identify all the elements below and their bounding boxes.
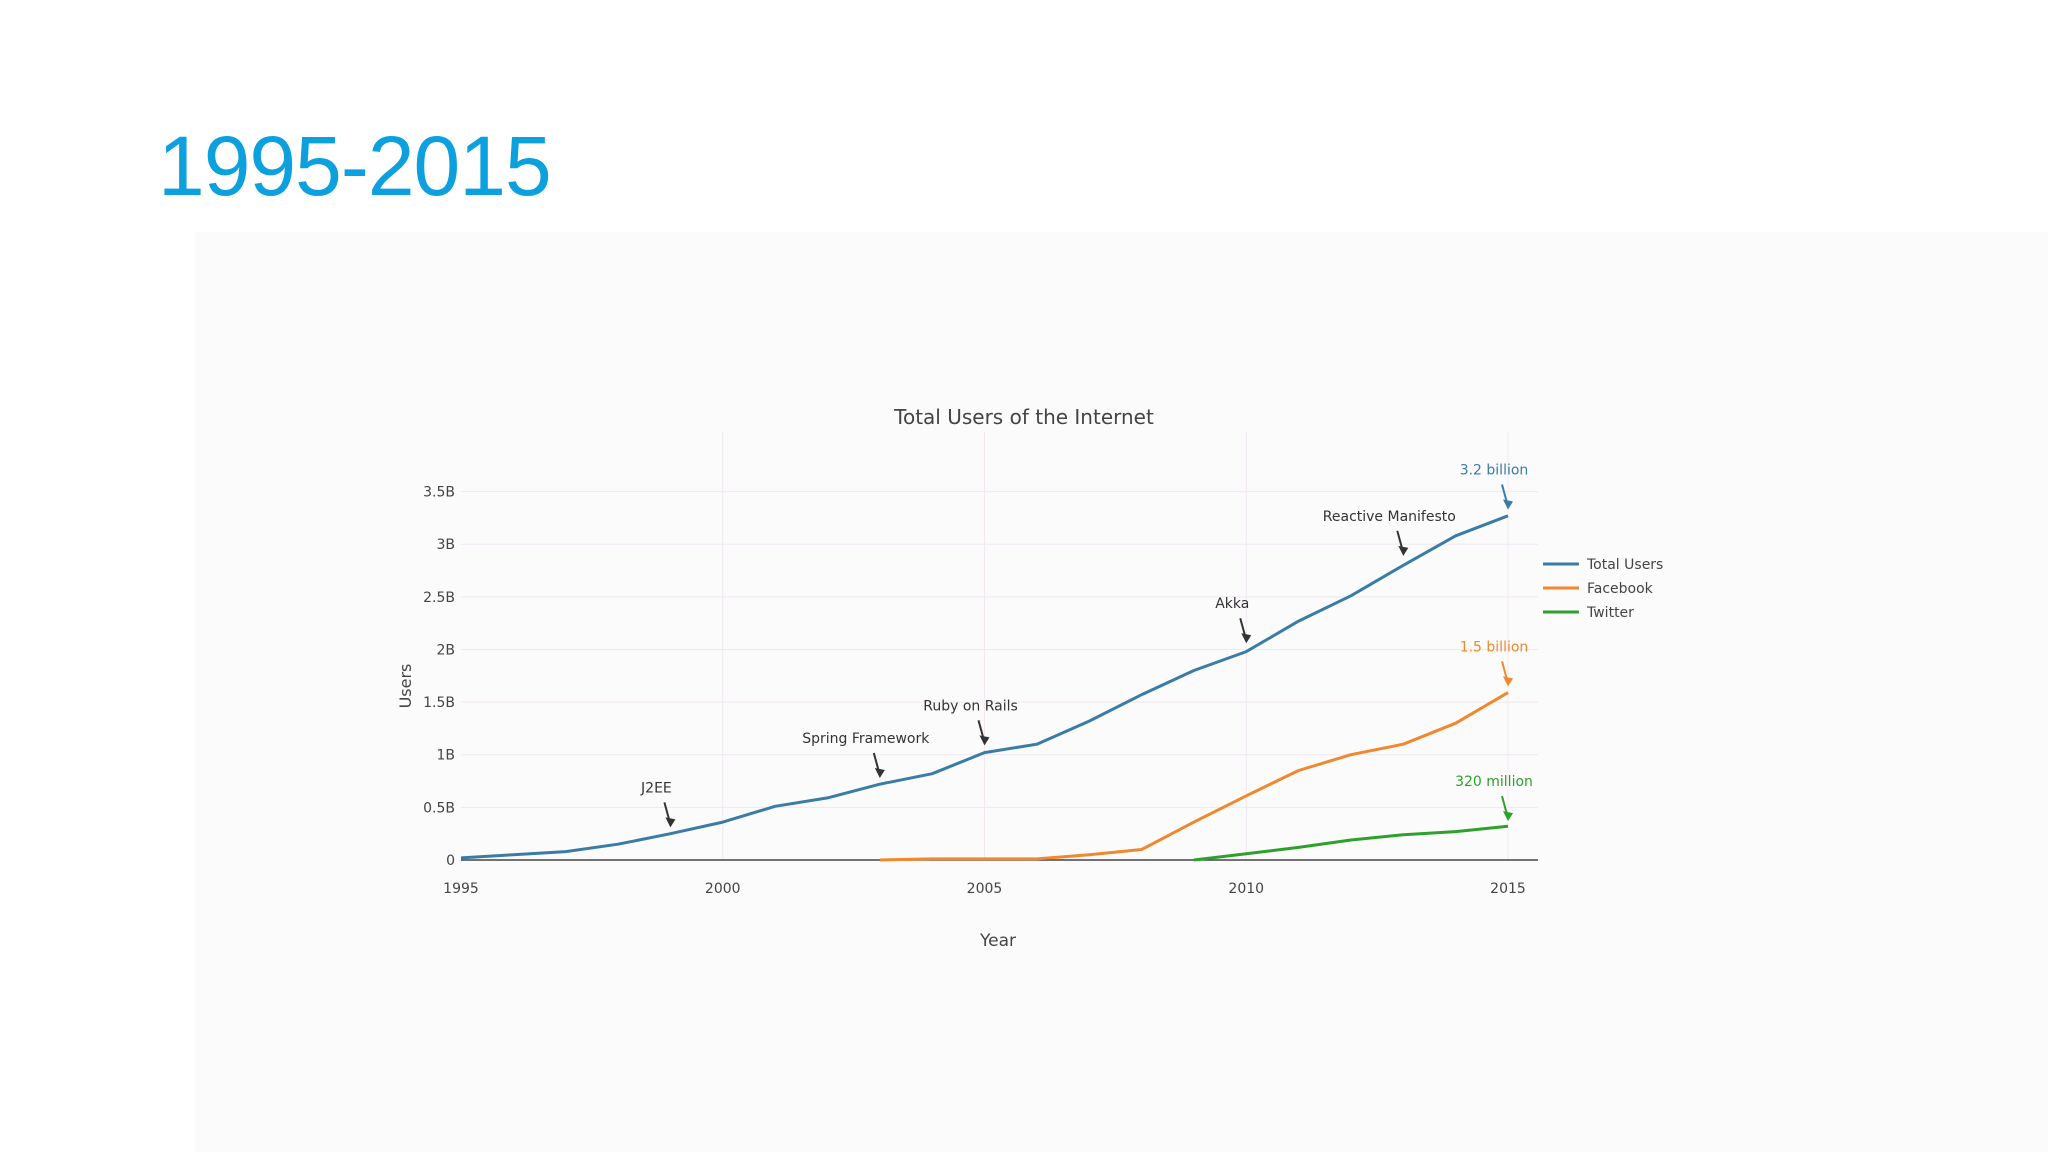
annotation-arrowhead: [1398, 545, 1409, 556]
annotation-label: 1.5 billion: [1460, 639, 1529, 655]
y-tick-label: 0.5B: [423, 800, 455, 816]
grid: [461, 432, 1538, 860]
annotation-label: Akka: [1215, 596, 1249, 612]
annotation-label: Ruby on Rails: [923, 698, 1018, 714]
legend-label: Twitter: [1586, 605, 1634, 621]
axes: 0 0.5B 1B 1.5B 2B 2.5B 3B 3.5B 1995 2000 2005 2010 2…: [423, 485, 1538, 897]
annotations: J2EE Spring Framework Ruby on Rails Akka Rea…: [640, 463, 1533, 828]
y-tick-label: 3.5B: [423, 485, 455, 501]
line-chart: Total Users of the Internet Year Users 0…: [396, 405, 1663, 951]
annotation-arrowhead: [1503, 811, 1513, 822]
annotation: Reactive Manifesto: [1323, 509, 1456, 556]
x-tick-label: 2015: [1490, 881, 1526, 897]
legend-item: Total Users: [1543, 557, 1663, 573]
annotation-label: 3.2 billion: [1460, 463, 1529, 479]
annotation: 3.2 billion: [1460, 463, 1529, 510]
legend-item: Twitter: [1543, 605, 1634, 621]
annotation-label: J2EE: [640, 780, 672, 796]
chart-title: Total Users of the Internet: [893, 405, 1154, 429]
annotation-label: Spring Framework: [802, 731, 930, 747]
y-tick-label: 3B: [436, 537, 455, 553]
annotation-arrowhead: [1503, 676, 1513, 687]
slide-title: 1995-2015: [158, 119, 552, 213]
x-tick-label: 2005: [967, 881, 1003, 897]
annotation: Spring Framework: [802, 731, 930, 778]
annotation-label: Reactive Manifesto: [1323, 509, 1456, 525]
annotation: 320 million: [1455, 774, 1533, 822]
annotation-arrowhead: [979, 735, 990, 746]
series: [460, 514, 1509, 862]
x-tick-label: 2000: [705, 881, 741, 897]
legend-item: Facebook: [1543, 581, 1654, 597]
annotation-label: 320 million: [1455, 774, 1533, 790]
y-tick-label: 2B: [436, 642, 455, 658]
annotation-arrowhead: [1241, 633, 1252, 644]
annotation: 1.5 billion: [1460, 639, 1529, 687]
annotation: Akka: [1215, 596, 1252, 644]
x-tick-label: 1995: [443, 881, 479, 897]
chart-panel: Total Users of the Internet Year Users 0…: [195, 232, 2048, 1152]
legend-label: Total Users: [1586, 557, 1663, 573]
y-tick-label: 1.5B: [423, 695, 455, 711]
y-tick-label: 1B: [436, 748, 455, 764]
annotation-arrowhead: [665, 817, 676, 828]
legend: Total Users Facebook Twitter: [1543, 557, 1663, 621]
x-axis-label: Year: [979, 931, 1016, 951]
y-tick-label: 2.5B: [423, 590, 455, 606]
legend-label: Facebook: [1587, 581, 1654, 597]
annotation: Ruby on Rails: [923, 698, 1018, 746]
x-tick-label: 2010: [1228, 881, 1264, 897]
annotation-arrowhead: [1503, 499, 1513, 510]
series-line-total-users: [460, 514, 1509, 860]
series-line-twitter: [1193, 824, 1509, 862]
y-axis-label: Users: [396, 664, 415, 709]
annotation-arrowhead: [874, 767, 885, 778]
annotation: J2EE: [640, 780, 676, 828]
y-tick-label: 0: [446, 853, 455, 869]
series-line-facebook: [879, 691, 1509, 862]
